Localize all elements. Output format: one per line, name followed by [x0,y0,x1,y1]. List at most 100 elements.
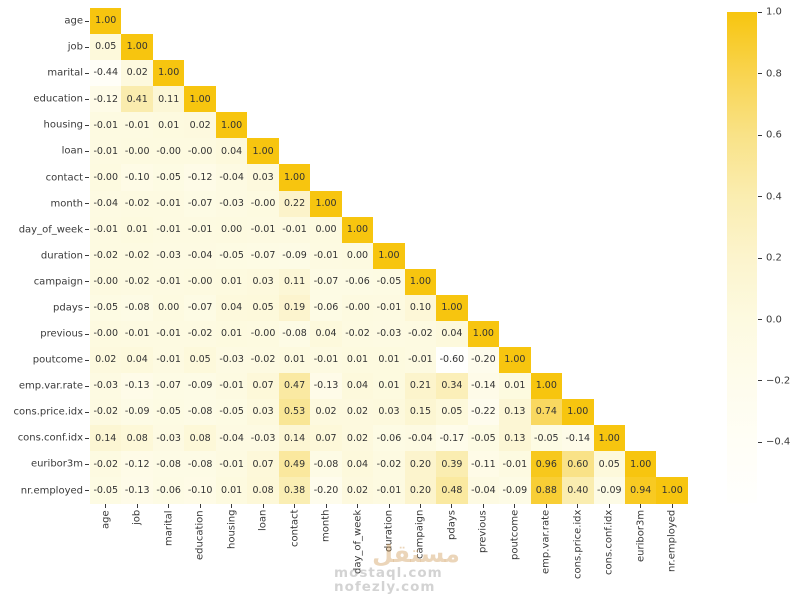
heatmap-cell: -0.03 [90,373,122,400]
heatmap-cell: 0.60 [562,451,594,478]
heatmap-cell: -0.09 [184,373,216,400]
heatmap-cell: 0.05 [184,347,216,374]
colorbar-tick [758,257,762,259]
heatmap-cell: 0.15 [404,399,437,426]
heatmap-cell: -0.03 [152,242,185,269]
heatmap-cell: -0.60 [436,347,468,374]
colorbar-tick [758,441,762,443]
heatmap-cell: -0.01 [90,216,122,243]
colorbar-tick-label: 0.4 [766,191,782,202]
colorbar-tick-label: 0.6 [766,129,782,141]
y-axis-label: contact [45,172,83,183]
heatmap-cell: -0.01 [184,216,216,243]
y-axis-label: housing [43,119,83,131]
heatmap-cell: -0.04 [467,477,500,504]
heatmap-cell: -0.02 [247,347,279,374]
x-axis-tick [325,504,327,508]
y-axis-label: education [33,93,83,105]
heatmap-cell: -0.13 [310,373,342,400]
heatmap-cell: 1.00 [499,347,531,374]
heatmap-cell: -0.09 [278,242,311,269]
heatmap-cell: 1.00 [121,34,153,61]
x-axis-label: contact [289,510,301,548]
heatmap-cell: 0.14 [90,425,122,452]
y-axis-tick [85,124,89,126]
x-axis-tick [168,504,170,508]
heatmap-cell: 0.08 [247,477,279,504]
heatmap-cell: 0.40 [562,477,594,504]
x-axis-label: poutcome [509,510,521,561]
heatmap-cell: 0.19 [278,294,311,321]
heatmap-cell: -0.03 [215,347,248,374]
heatmap-cell: 0.04 [341,451,374,478]
y-axis-label: campaign [33,276,83,288]
heatmap-cell: 1.00 [278,164,311,191]
y-axis-tick [85,333,89,335]
y-axis-label: month [50,198,83,210]
y-axis-label: euribor3m [30,458,83,470]
y-axis-label: day_of_week [18,224,83,236]
x-axis-label: loan [257,510,269,532]
heatmap-cell: -0.05 [152,399,185,426]
y-axis-tick [85,463,89,465]
heatmap-cell: -0.02 [121,242,153,269]
colorbar-tick-label: 0.8 [766,68,782,79]
heatmap-cell: -0.01 [152,347,185,374]
heatmap-cell: -0.08 [278,320,311,348]
heatmap-cell: 0.02 [184,112,216,139]
x-axis-label: nr.employed [666,510,678,573]
x-axis-tick [357,504,358,508]
heatmap-grid: 1.00 0.05 1.00 -0.44 0.02 1.00 -0.12 0.41 0.11 1.… [90,8,689,504]
heatmap-cell: -0.07 [184,294,216,321]
heatmap-cell: 1.00 [404,268,437,295]
heatmap-cell: -0.02 [90,451,122,478]
colorbar-tick [758,380,762,382]
y-axis-label: cons.price.idx [13,406,83,418]
heatmap-cell: 0.05 [90,34,122,61]
heatmap-cell: -0.01 [121,112,153,139]
x-axis-label: pdays [446,510,458,540]
x-axis-tick [388,504,390,508]
heatmap-cell: 0.04 [310,320,342,348]
colorbar-tick [758,134,762,136]
heatmap-cell: -0.13 [121,373,153,400]
heatmap-cell: 0.22 [278,190,311,217]
heatmap-cell: 0.01 [499,373,531,400]
heatmap-cell: -0.06 [152,477,185,504]
x-axis-tick [482,504,484,508]
heatmap-cell: -0.13 [121,477,153,504]
colorbar-tick [758,11,762,13]
heatmap-cell: -0.10 [184,477,216,504]
y-axis-label: loan [61,145,83,157]
y-axis-tick [85,229,89,231]
heatmap-cell: 0.07 [247,451,279,478]
y-axis-tick [85,307,89,309]
x-axis-label: duration [383,510,395,553]
heatmap-cell: -0.06 [310,294,342,321]
heatmap-cell: -0.05 [90,294,122,321]
x-axis-label: previous [477,510,489,553]
heatmap-cell: -0.02 [184,320,216,348]
heatmap-cell: 0.01 [215,320,248,348]
heatmap-cell: -0.04 [215,164,248,191]
heatmap-cell: 0.00 [310,216,342,243]
heatmap-cell: 0.01 [373,347,405,374]
heatmap-cell: -0.22 [467,399,500,426]
x-axis-label: cons.price.idx [572,510,584,580]
heatmap-cell: -0.01 [373,294,405,321]
heatmap-cell: 1.00 [656,477,688,504]
y-axis-tick [85,98,89,100]
heatmap-cell: -0.00 [90,320,122,348]
heatmap-cell: 0.02 [341,399,374,426]
heatmap-cell: 0.34 [436,373,468,400]
x-axis-label: cons.conf.idx [603,510,615,576]
x-axis-label: education [194,510,206,560]
x-axis-label: day_of_week [352,510,363,575]
heatmap-cell: 1.00 [530,373,563,400]
heatmap-cell: -0.01 [310,347,342,374]
heatmap-cell: 0.47 [278,373,311,400]
heatmap-cell: 0.38 [278,477,311,504]
heatmap-cell: 0.88 [530,477,563,504]
heatmap-cell: 1.00 [90,8,122,35]
heatmap-cell: 1.00 [593,425,625,452]
